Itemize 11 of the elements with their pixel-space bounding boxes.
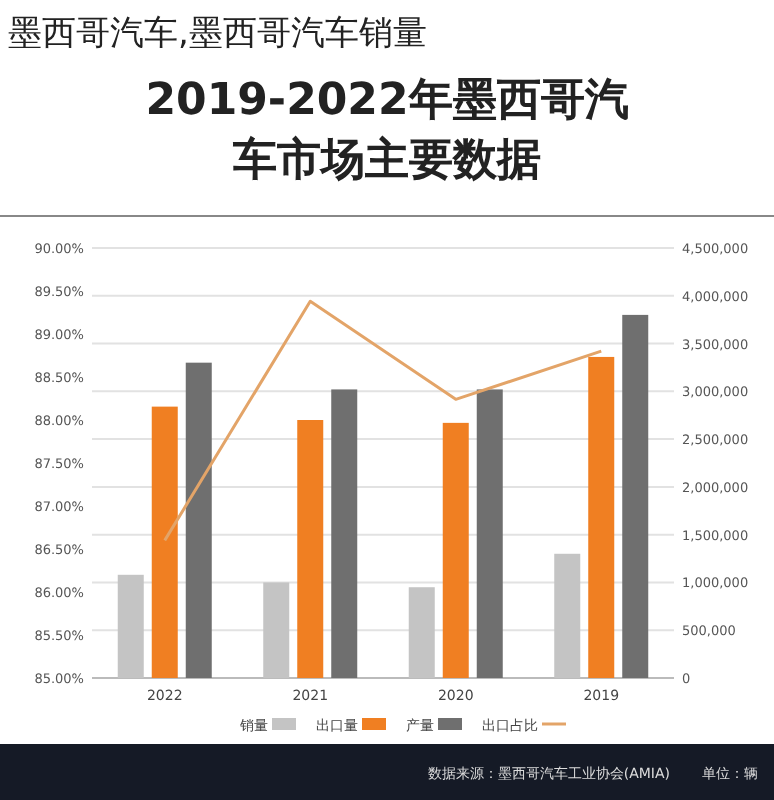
bar bbox=[442, 422, 469, 678]
chart-title: 墨西哥汽车,墨西哥汽车销量 bbox=[8, 14, 427, 54]
bar bbox=[331, 389, 358, 678]
bar bbox=[151, 406, 178, 678]
line-series bbox=[163, 299, 603, 542]
bar bbox=[297, 420, 324, 678]
bar bbox=[622, 314, 649, 678]
bar bbox=[476, 389, 503, 678]
bar bbox=[185, 362, 212, 678]
chart-subtitle: 2019-2022年墨西哥汽车市场主要数据 bbox=[145, 76, 629, 186]
bar bbox=[588, 356, 615, 678]
